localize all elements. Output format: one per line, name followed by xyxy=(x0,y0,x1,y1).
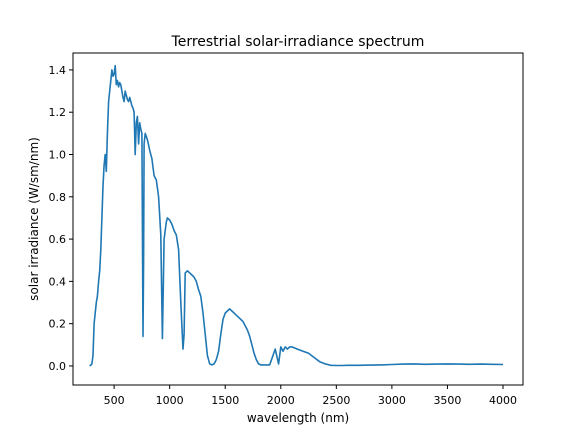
y-tick-label: 1.4 xyxy=(49,64,67,77)
plot-background xyxy=(73,53,523,385)
series-line xyxy=(89,64,504,367)
x-axis-label: wavelength (nm) xyxy=(247,411,349,425)
x-tick-label: 500 xyxy=(104,394,125,407)
series-layer xyxy=(89,64,504,367)
x-tick-label: 3500 xyxy=(433,394,461,407)
x-tick-label: 2500 xyxy=(322,394,350,407)
y-tick-label: 0.6 xyxy=(49,233,67,246)
y-tick-label: 1.0 xyxy=(49,149,67,162)
y-tick-label: 0.2 xyxy=(49,318,67,331)
chart-title: Terrestrial solar-irradiance spectrum xyxy=(171,34,425,50)
x-axis: 500 1000 1500 2000 2500 3000 3500 4000 xyxy=(104,385,517,407)
x-tick-label: 2000 xyxy=(267,394,295,407)
y-tick-label: 0.4 xyxy=(49,275,67,288)
x-tick-label: 3000 xyxy=(378,394,406,407)
y-axis-label: solar irradiance (W/sm/nm) xyxy=(27,137,41,301)
y-tick-label: 0.8 xyxy=(49,191,67,204)
x-tick-label: 1500 xyxy=(211,394,239,407)
y-tick-label: 1.2 xyxy=(49,106,67,119)
x-tick-label: 1000 xyxy=(156,394,184,407)
y-axis: 0.0 0.2 0.4 0.6 0.8 1.0 1.2 1.4 xyxy=(49,64,73,373)
plot-frame xyxy=(72,52,524,386)
x-tick-label: 4000 xyxy=(489,394,517,407)
y-tick-label: 0.0 xyxy=(49,360,67,373)
